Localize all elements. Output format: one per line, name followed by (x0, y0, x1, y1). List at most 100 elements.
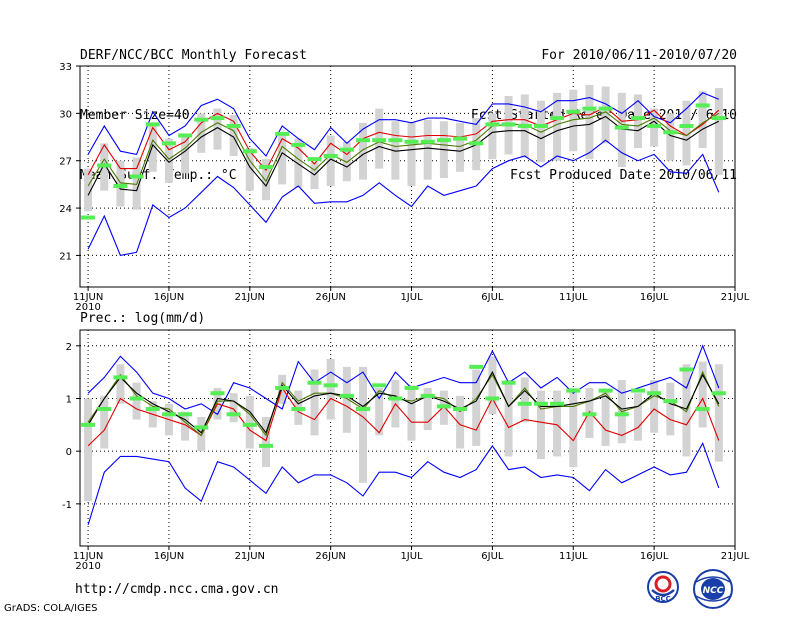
obs-marker-1-7 (194, 425, 209, 430)
obs-marker-1-38 (695, 407, 710, 412)
obs-marker-1-23 (453, 407, 468, 412)
xtick-label-0-8: 21JUL (721, 292, 750, 303)
spread-box-0-38 (698, 91, 707, 149)
obs-marker-0-35 (647, 123, 662, 128)
spread-box-1-29 (553, 390, 562, 457)
ytick-label-0-4: 33 (59, 62, 72, 73)
spread-box-1-28 (536, 390, 545, 460)
obs-marker-0-6 (178, 133, 193, 138)
plot-frame-0 (79, 65, 736, 288)
obs-marker-0-29 (550, 116, 565, 121)
obs-marker-1-5 (161, 412, 176, 417)
spread-box-1-17 (359, 366, 368, 483)
spread-box-0-14 (310, 162, 319, 190)
obs-marker-0-36 (663, 130, 678, 135)
obs-marker-0-16 (339, 147, 354, 152)
spread-box-0-25 (488, 113, 497, 160)
obs-marker-0-17 (356, 138, 371, 143)
year-label-1: 2010 (75, 561, 100, 572)
obs-marker-1-16 (339, 393, 354, 398)
spread-box-1-9 (229, 393, 238, 423)
ytick-label-0-0: 21 (59, 251, 72, 262)
xtick-label-0-6: 11JUL (559, 292, 588, 303)
source-url[interactable]: http://cmdp.ncc.cma.gov.cn (75, 582, 279, 597)
svg-text:NCC: NCC (703, 586, 724, 596)
obs-marker-1-13 (291, 407, 306, 412)
obs-marker-1-18 (372, 383, 387, 388)
obs-marker-1-14 (307, 380, 322, 385)
ytick-label-0-1: 24 (59, 204, 72, 215)
member-size: Member Size=40 (80, 108, 190, 123)
spread-box-1-27 (520, 377, 529, 423)
obs-marker-1-26 (501, 380, 516, 385)
ytick-label-0-2: 27 (59, 157, 72, 168)
mean-line-0 (87, 115, 720, 196)
ytick-label-1-3: 2 (66, 342, 72, 353)
spread-box-1-14 (310, 369, 319, 436)
xtick-label-1-3: 26JUN (315, 551, 345, 562)
grads-credit: GrADS: COLA/IGES (4, 603, 98, 614)
spread-box-0-20 (407, 122, 416, 186)
xtick-label-1-6: 11JUL (559, 551, 588, 562)
obs-marker-0-13 (291, 142, 306, 147)
spread-box-1-11 (261, 416, 270, 467)
obs-marker-0-11 (258, 165, 273, 170)
spread-box-0-30 (569, 89, 578, 152)
spread-box-1-21 (423, 387, 432, 431)
min-line-1 (87, 441, 720, 526)
obs-marker-1-27 (517, 401, 532, 406)
max-line-0 (87, 92, 720, 157)
spread-box-0-10 (245, 148, 254, 191)
obs-marker-1-22 (436, 404, 451, 409)
obs-marker-0-19 (388, 138, 403, 143)
ytick-label-1-1: 0 (66, 447, 72, 458)
obs-marker-0-31 (582, 106, 597, 111)
obs-marker-1-4 (145, 407, 160, 412)
obs-marker-1-37 (679, 367, 694, 372)
spread-box-1-2 (116, 364, 125, 404)
obs-marker-0-34 (630, 116, 645, 121)
obs-marker-1-34 (630, 388, 645, 393)
spread-box-1-24 (472, 369, 481, 446)
ytick-label-1-2: 1 (66, 394, 72, 405)
obs-marker-0-0 (81, 215, 96, 220)
spread-box-1-3 (132, 382, 141, 420)
bcc-logo: BCC (647, 571, 679, 603)
spread-box-0-23 (456, 122, 465, 172)
forecast-period: For 2010/06/11-2010/07/20 (541, 48, 737, 63)
spread-box-1-0 (84, 398, 93, 502)
mean-line-1 (87, 370, 720, 434)
obs-marker-1-19 (388, 396, 403, 401)
obs-marker-1-0 (81, 422, 96, 427)
spread-box-1-39 (714, 364, 723, 462)
obs-marker-0-23 (453, 136, 468, 141)
obs-marker-0-22 (436, 138, 451, 143)
obs-marker-0-3 (129, 174, 144, 179)
spread-box-1-38 (698, 361, 707, 428)
obs-marker-1-33 (614, 412, 629, 417)
obs-marker-0-25 (485, 122, 500, 127)
obs-marker-0-26 (501, 122, 516, 127)
max-line-1 (87, 344, 720, 416)
spread-box-0-37 (682, 100, 691, 166)
upper-line-0 (87, 106, 720, 176)
obs-marker-0-28 (533, 123, 548, 128)
spread-box-0-19 (391, 121, 400, 180)
obs-marker-1-36 (663, 399, 678, 404)
panel-title-1: Prec.: log(mm/d) (80, 311, 205, 326)
obs-marker-0-20 (404, 139, 419, 144)
xtick-label-0-3: 26JUN (315, 292, 345, 303)
spread-box-0-12 (278, 132, 287, 185)
spread-box-0-34 (633, 94, 642, 149)
spread-box-0-13 (294, 138, 303, 188)
xtick-label-1-5: 6JUL (481, 551, 504, 562)
obs-marker-1-1 (97, 407, 112, 412)
svg-text:BCC: BCC (655, 595, 671, 603)
ncc-logo: NCC (693, 569, 733, 609)
obs-marker-0-21 (420, 139, 435, 144)
obs-marker-1-25 (485, 396, 500, 401)
spread-box-1-35 (650, 380, 659, 433)
spread-box-1-30 (569, 387, 578, 467)
obs-marker-0-7 (194, 117, 209, 122)
